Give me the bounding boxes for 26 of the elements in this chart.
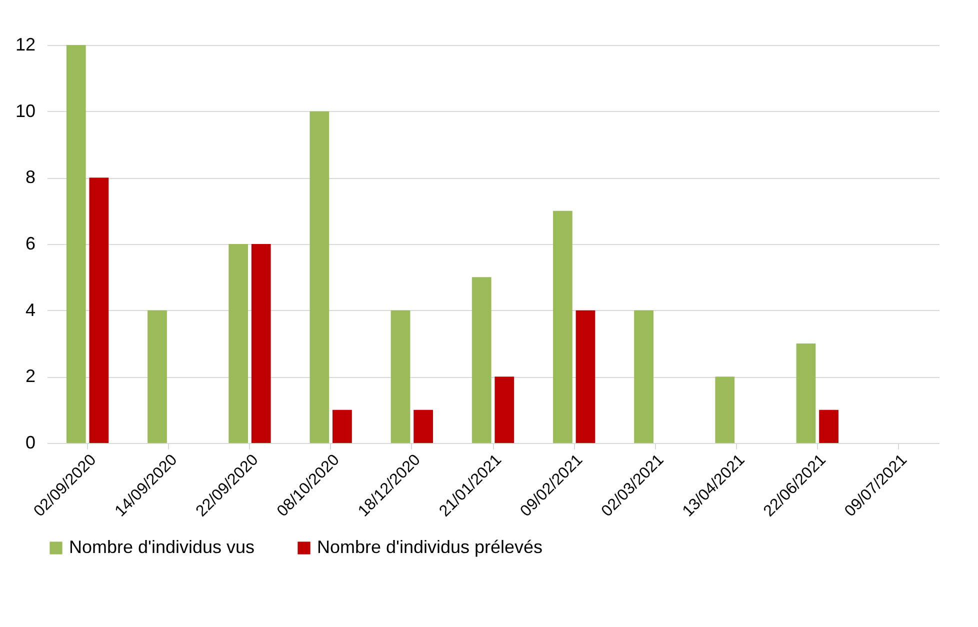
y-tick-label: 0 xyxy=(25,432,36,452)
bar xyxy=(414,410,433,443)
bar xyxy=(472,277,492,443)
legend-label: Nombre d'individus prélevés xyxy=(317,537,543,557)
y-tick-label: 8 xyxy=(25,167,36,188)
bar xyxy=(796,344,816,443)
bar xyxy=(819,410,838,443)
bar xyxy=(332,410,352,443)
bar xyxy=(715,376,735,443)
y-tick-label: 2 xyxy=(25,366,36,386)
bar xyxy=(576,310,596,443)
bar xyxy=(634,310,654,443)
bar xyxy=(228,244,248,443)
bar xyxy=(494,376,514,443)
bar xyxy=(89,178,109,443)
y-tick-label: 10 xyxy=(15,100,36,121)
y-tick-label: 12 xyxy=(15,34,36,54)
bar xyxy=(66,45,86,443)
y-tick-label: 6 xyxy=(25,234,36,254)
bar xyxy=(251,244,271,443)
y-tick-label: 4 xyxy=(25,300,36,320)
bar xyxy=(390,310,410,443)
bar xyxy=(148,310,167,443)
legend-label: Nombre d'individus vus xyxy=(69,537,255,557)
bar xyxy=(553,210,572,443)
bar xyxy=(310,111,330,443)
